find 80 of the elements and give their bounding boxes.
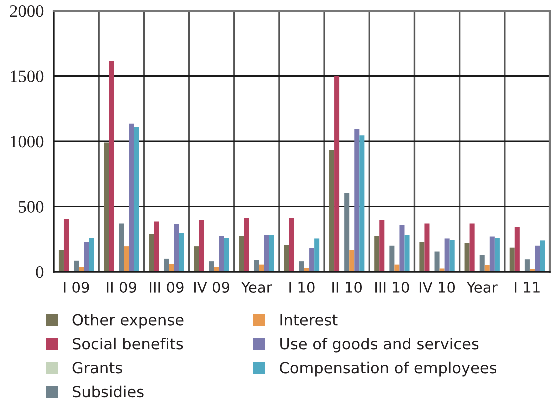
- bar: [284, 245, 290, 272]
- bar: [209, 262, 214, 272]
- bar: [390, 246, 395, 272]
- x-tick-label: II 10: [332, 282, 362, 294]
- bar: [264, 235, 270, 272]
- x-tick-label: II 09: [107, 282, 137, 294]
- bar: [154, 222, 160, 272]
- bar: [510, 248, 515, 272]
- x-tick-label: I 09: [64, 282, 90, 294]
- bar: [289, 218, 294, 272]
- x-tick-label: III 10: [376, 282, 410, 294]
- bar: [540, 240, 546, 272]
- bar: [310, 248, 315, 272]
- x-tick-label: I 10: [290, 282, 315, 294]
- bar: [330, 150, 335, 272]
- bar: [109, 61, 114, 272]
- legend-label: Other expense: [72, 314, 184, 329]
- bar: [194, 246, 200, 272]
- bar: [534, 246, 540, 272]
- legend-label: Use of goods and services: [280, 338, 479, 353]
- bar: [480, 255, 485, 272]
- bar: [434, 252, 440, 272]
- bar: [514, 226, 520, 272]
- bar: [464, 243, 470, 272]
- bar: [244, 218, 250, 272]
- y-tick-label: 0: [36, 266, 44, 278]
- bar: [524, 260, 530, 272]
- bar: [334, 76, 340, 272]
- bar: [174, 224, 180, 272]
- bar: [344, 193, 350, 272]
- bar: [119, 224, 124, 272]
- bar: [314, 238, 320, 272]
- bar: [404, 235, 410, 272]
- bar: [164, 258, 170, 272]
- y-tick-label: 2000: [10, 5, 44, 18]
- bar: [450, 240, 455, 272]
- bar: [380, 220, 385, 272]
- bar: [350, 250, 355, 272]
- bar: [424, 224, 430, 272]
- bar: [420, 242, 425, 272]
- x-tick-label: I 11: [515, 282, 540, 293]
- legend-label: Social benefits: [72, 338, 184, 350]
- bar: [374, 236, 380, 272]
- x-tick-label: Year: [466, 282, 498, 294]
- bar: [74, 260, 80, 272]
- bar: [494, 238, 500, 272]
- bar: [124, 246, 130, 272]
- bar: [354, 129, 360, 272]
- x-tick-label: IV 10: [420, 282, 456, 294]
- bar: [400, 225, 405, 272]
- bar: [490, 236, 495, 272]
- bar: [444, 238, 450, 272]
- y-tick-label: 500: [19, 201, 44, 213]
- bar: [179, 234, 184, 272]
- legend-label: Interest: [280, 314, 338, 326]
- bar: [199, 220, 204, 272]
- y-tick-label: 1500: [11, 70, 44, 82]
- legend-label: Grants: [72, 362, 122, 374]
- y-tick-label: 1000: [11, 136, 44, 148]
- bar: [58, 250, 64, 272]
- bar: [239, 236, 244, 272]
- bar: [219, 236, 224, 272]
- bar: [129, 124, 134, 272]
- bar: [134, 127, 140, 272]
- bar: [149, 234, 154, 272]
- legend-label: Subsidies: [72, 386, 144, 398]
- x-tick-label: Year: [241, 282, 272, 294]
- bar: [224, 238, 230, 272]
- bar: [104, 142, 110, 272]
- bar: [269, 235, 274, 272]
- bar: [84, 242, 90, 272]
- bar: [299, 262, 305, 272]
- bar: [64, 219, 70, 272]
- legend-label: Compensation of employees: [280, 362, 497, 377]
- x-tick-label: III 09: [150, 282, 184, 294]
- x-tick-label: IV 09: [194, 282, 230, 294]
- bar: [89, 238, 94, 272]
- bar: [470, 224, 475, 272]
- bar: [169, 264, 174, 272]
- bar: [360, 136, 365, 272]
